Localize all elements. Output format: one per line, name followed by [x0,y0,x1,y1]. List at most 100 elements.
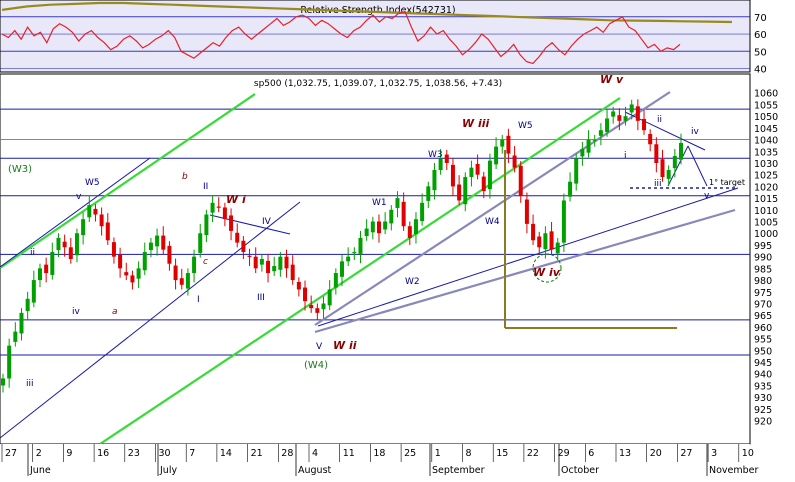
x-tick-label: 6 [588,448,594,459]
price-panel-background [0,73,751,445]
x-tick-label: 30 [159,448,171,459]
candle-body [290,264,295,281]
target-path-down [687,145,708,187]
candle-body [296,281,301,290]
wave-label: II [203,182,208,192]
candle-body [241,240,246,252]
candle-body [253,256,258,269]
candle-body [518,165,523,196]
wave-label: iii [654,179,662,189]
candle-body [611,111,616,117]
candle-body [179,278,184,285]
price-y-tick-label: 1035 [754,147,778,158]
price-y-tick-label: 1045 [754,124,778,135]
wave-label: i [624,151,627,161]
rsi-line [1,10,681,65]
price-y-tick-label: 990 [754,253,772,264]
price-y-tick-label: 1015 [754,194,778,205]
candle-body [389,209,394,224]
trend-lines [0,91,739,445]
wave-label: III [257,293,265,303]
wave-label: b [182,172,188,182]
x-tick-label: 28 [281,448,293,459]
candle-body [561,200,566,243]
candle-body [229,215,234,231]
candle-body [568,181,573,197]
price-y-tick-label: 950 [754,346,772,357]
candle-body [358,237,363,254]
price-y-tick-label: 940 [754,370,772,381]
candle-body [413,219,418,235]
price-y-tick-label: 1050 [754,112,778,123]
candle-body [204,214,209,236]
price-y-tick-label: 925 [754,405,772,416]
wave-label: iii [26,379,34,389]
candle-body [407,226,412,238]
wave-label: V [316,342,323,352]
candle-body [679,142,683,160]
candle-body [481,176,486,192]
candle-body [457,184,462,201]
candle-body [167,245,172,264]
x-tick-label: 4 [312,448,318,459]
x-tick-label: 23 [128,448,140,459]
wave-label: ii [657,115,662,125]
candle-body [487,160,492,190]
price-y-tick-label: 1005 [754,218,778,229]
candle-body [340,261,344,277]
candle-body [469,167,474,178]
candle-body [56,237,61,251]
candle-body [635,106,640,121]
price-y-tick-label: 955 [754,335,772,346]
candle-body [450,164,455,187]
wave-label: I [197,295,200,305]
candle-body [216,206,221,208]
price-y-tick-label: 980 [754,276,772,287]
candle-body [623,116,628,121]
wave-label: W1 [372,198,387,208]
wave-iv-circle [532,253,562,283]
candle-body [555,242,560,254]
candle-body [68,247,73,259]
candle-body [62,241,67,248]
target-path-up [667,145,689,187]
x-tick-label: 22 [527,448,539,459]
candle-body [13,331,18,342]
candle-body [376,221,381,234]
candle-body [44,264,49,274]
candle-body [247,255,252,257]
x-tick-label: 9 [66,448,72,459]
candle-body [549,231,554,250]
rsi-panel: Relative Strength Index(542731) 40 50 60 70 [0,0,767,76]
x-tick-label: 3 [711,448,717,459]
grey-channel-upper [314,91,671,326]
price-y-tick-label: 920 [754,417,772,428]
month-label: June [29,465,51,476]
price-y-tick-label: 930 [754,393,772,404]
candle-body [309,304,314,309]
wave-label: W v [600,73,624,86]
candle-body [383,221,388,230]
candle-body [629,104,634,113]
candle-body [475,163,480,175]
candle-body [303,287,308,302]
candle-body [444,154,449,163]
rsi-y-axis: 40 50 60 70 [754,13,767,76]
candle-body [161,235,166,250]
candle-body [364,228,369,237]
blue-trend-lower-right [317,187,739,327]
candle-body [93,208,98,215]
rsi-average-line [1,1,733,24]
wave-label: W4 [485,217,500,227]
candle-body [506,135,511,154]
candle-body [512,155,517,168]
x-tick-label: 1 [435,448,441,459]
price-grid [0,108,750,356]
candle-body [7,345,12,379]
candle-body [1,378,5,386]
x-tick-label: 15 [496,448,508,459]
price-y-tick-label: 1025 [754,171,778,182]
month-label: November [709,465,759,476]
candle-body [401,201,406,227]
